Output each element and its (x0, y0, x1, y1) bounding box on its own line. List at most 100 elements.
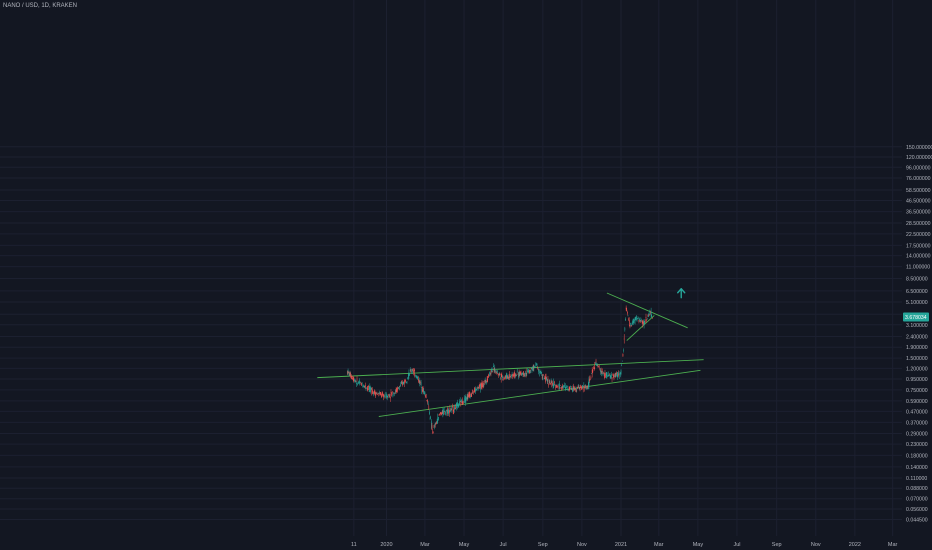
candles[interactable] (347, 305, 653, 435)
candle-body (493, 365, 494, 368)
candle-body (391, 393, 392, 396)
price-tick-label: 0.750000 (906, 388, 928, 394)
candle-body (376, 392, 378, 394)
candle-body (486, 379, 488, 383)
candle-body (470, 395, 471, 397)
candle-body (393, 393, 395, 396)
candle-body (589, 378, 590, 381)
candle-body (396, 389, 398, 392)
candle-body (489, 373, 491, 374)
candle-body (361, 382, 362, 386)
candle-body (586, 387, 588, 390)
candle-body (448, 408, 449, 413)
candle-body (436, 421, 438, 422)
time-axis[interactable]: 11 2020 Mar May Jul Sep Nov 2021 Mar May Jul Sep Nov… (351, 542, 898, 548)
candle-body (550, 381, 552, 383)
candle-body (566, 386, 567, 388)
candle-body (432, 431, 433, 433)
time-tick-label: 11 (351, 542, 357, 548)
candle-body (516, 370, 518, 373)
price-axis[interactable]: 150.000000 120.000000 96.000000 76.000000 58… (906, 145, 932, 524)
candle-body (375, 393, 377, 394)
candle-body (588, 379, 590, 387)
price-tick-label: 36.500000 (906, 210, 931, 216)
candle-body (641, 320, 642, 322)
trendline[interactable] (317, 359, 704, 379)
candle-body (479, 383, 481, 387)
candle-body (477, 387, 479, 390)
candle-body (478, 387, 480, 389)
candle-body (360, 383, 362, 384)
candle-body (627, 312, 628, 314)
candle-body (527, 370, 529, 372)
candle-body (554, 383, 556, 387)
trendlines[interactable] (317, 292, 704, 417)
candle-body (576, 388, 578, 390)
candle-body (418, 378, 419, 382)
candle-body (623, 349, 624, 351)
candle-body (350, 377, 352, 378)
up-arrow-icon (677, 288, 686, 299)
time-tick-label: Mar (888, 542, 898, 548)
trendline[interactable] (378, 369, 701, 417)
candle-body (421, 389, 423, 391)
candle-body (570, 388, 572, 389)
candle-body (394, 392, 396, 394)
candle-body (637, 318, 638, 319)
candle-body (639, 320, 641, 322)
candle-body (580, 385, 581, 387)
candle-body (399, 386, 401, 388)
candle-body (443, 410, 444, 416)
candle-body (647, 315, 649, 316)
candle-body (594, 364, 596, 369)
candle-body (383, 395, 385, 397)
candle-body (371, 388, 373, 394)
candle-body (379, 392, 381, 396)
candle-body (389, 395, 391, 396)
candle-body (634, 320, 635, 322)
candle-body (441, 410, 443, 413)
candle-body (573, 388, 575, 390)
candle-body (617, 374, 619, 377)
candle-body (374, 390, 376, 395)
candle-body (611, 373, 612, 377)
price-tick-label: 6.500000 (906, 289, 928, 295)
candle-body (423, 389, 424, 393)
candle-body (513, 374, 514, 377)
trendline[interactable] (626, 315, 655, 341)
candle-body (534, 366, 536, 368)
price-tick-label: 28.500000 (906, 221, 931, 227)
candle-body (634, 317, 636, 322)
candle-body (582, 385, 583, 389)
time-tick-label: 2020 (380, 542, 392, 548)
candle-body (640, 320, 642, 321)
candle-body (419, 379, 421, 384)
candle-body (424, 391, 425, 393)
candle-body (358, 381, 359, 382)
candle-body (547, 379, 548, 383)
candle-body (458, 405, 460, 407)
candle-body (518, 372, 519, 378)
candle-body (386, 394, 387, 398)
trendline[interactable] (606, 292, 688, 329)
price-tick-label: 58.500000 (906, 188, 931, 194)
time-tick-label: May (693, 542, 704, 548)
candle-body (545, 376, 546, 382)
candle-body (375, 392, 376, 397)
last-price-value: 3.678034 (905, 315, 927, 321)
candle-body (399, 387, 400, 390)
candle-body (646, 319, 647, 321)
candle-body (357, 383, 358, 386)
candle-body (506, 374, 508, 379)
candle-body (391, 391, 393, 394)
candle-body (527, 370, 528, 372)
candle-body (464, 397, 465, 401)
candle-body (489, 372, 490, 376)
candle-body (585, 386, 587, 388)
candle-body (644, 321, 646, 322)
time-tick-label: Jul (733, 542, 740, 548)
candle-body (593, 366, 594, 368)
candle-body (493, 367, 495, 372)
